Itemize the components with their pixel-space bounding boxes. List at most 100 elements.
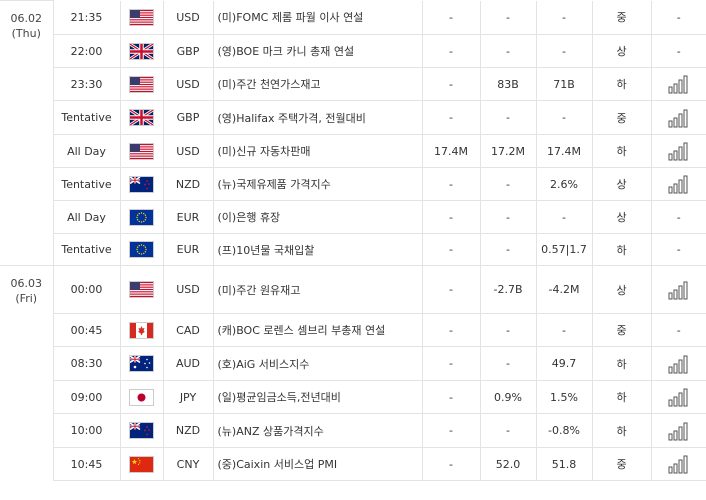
table-row[interactable]: All Day EUR (이)은행 휴장 - - - 상 - bbox=[0, 200, 706, 234]
table-row[interactable]: 10:45 CNY (중)Caixin 서비스업 PMI - 52.0 51.8… bbox=[0, 447, 706, 481]
time-cell: 08:30 bbox=[53, 346, 121, 381]
table-row[interactable]: Tentative GBP (영)Halifax 주택가격, 전월대비 - - … bbox=[0, 100, 706, 135]
time-cell: Tentative bbox=[53, 233, 121, 266]
event-link[interactable]: (이)은행 휴장 bbox=[213, 200, 423, 234]
us-flag-icon bbox=[130, 9, 153, 25]
event-link[interactable]: (호)AiG 서비스지수 bbox=[213, 346, 423, 381]
importance-cell: 상 bbox=[592, 167, 652, 201]
table-row[interactable]: 06.02 (Thu) 21:35 USD (미)FOMC 제롬 파월 이사 연설… bbox=[0, 0, 706, 266]
forecast-cell: - bbox=[480, 413, 537, 448]
currency-cell: NZD bbox=[163, 413, 214, 448]
bar-chart-icon[interactable] bbox=[668, 174, 690, 194]
table-row[interactable]: 22:00 GBP (영)BOE 마크 카니 총재 연설 - - - 상 - bbox=[0, 34, 706, 68]
table-row[interactable]: 06.03 (Fri) 00:00 USD (미)주간 원유재고 - -2.7B … bbox=[0, 265, 706, 481]
event-link[interactable]: (뉴)국제유제품 가격지수 bbox=[213, 167, 423, 201]
event-link[interactable]: (영)Halifax 주택가격, 전월대비 bbox=[213, 100, 423, 135]
previous-cell: 51.8 bbox=[536, 447, 593, 481]
event-link[interactable]: (미)신규 자동차판매 bbox=[213, 134, 423, 168]
date: 06.02 bbox=[10, 12, 43, 25]
time-cell: Tentative bbox=[53, 100, 121, 135]
actual-cell: - bbox=[422, 380, 481, 414]
currency-cell: CAD bbox=[163, 313, 214, 347]
forecast-cell: 17.2M bbox=[480, 134, 537, 168]
table-row[interactable]: All Day USD (미)신규 자동차판매 17.4M 17.2M 17.4… bbox=[0, 134, 706, 168]
chart-cell: - bbox=[651, 233, 706, 266]
time-cell: 23:30 bbox=[53, 67, 121, 101]
us-flag-icon bbox=[130, 282, 153, 297]
event-link[interactable]: (미)주간 원유재고 bbox=[213, 265, 423, 314]
forecast-cell: - bbox=[480, 200, 537, 234]
currency-cell: USD bbox=[163, 67, 214, 101]
actual-cell: - bbox=[422, 34, 481, 68]
actual-cell: - bbox=[422, 167, 481, 201]
forecast-cell: - bbox=[480, 100, 537, 135]
bar-chart-icon[interactable] bbox=[668, 108, 690, 128]
importance-cell: 하 bbox=[592, 413, 652, 448]
event-link[interactable]: (영)BOE 마크 카니 총재 연설 bbox=[213, 34, 423, 68]
cn-flag-icon bbox=[130, 456, 153, 472]
jp-flag-icon bbox=[130, 389, 153, 405]
time-cell: 10:45 bbox=[53, 447, 121, 481]
table-row[interactable]: Tentative NZD (뉴)국제유제품 가격지수 - - 2.6% 상 bbox=[0, 167, 706, 201]
bar-chart-icon[interactable] bbox=[668, 141, 690, 161]
currency-cell: JPY bbox=[163, 380, 214, 414]
importance-cell: 중 bbox=[592, 313, 652, 347]
table-row[interactable]: 10:00 NZD (뉴)ANZ 상품가격지수 - - -0.8% 하 bbox=[0, 413, 706, 448]
table-row[interactable]: 08:30 AUD (호)AiG 서비스지수 - - 49.7 하 bbox=[0, 346, 706, 381]
date-cell: 06.03 (Fri) bbox=[0, 265, 54, 481]
currency-cell: NZD bbox=[163, 167, 214, 201]
currency-cell: EUR bbox=[163, 233, 214, 266]
importance-cell: 하 bbox=[592, 67, 652, 101]
nz-flag-icon bbox=[130, 423, 153, 438]
event-link[interactable]: (캐)BOC 로렌스 셈브리 부총재 연설 bbox=[213, 313, 423, 347]
previous-cell: 2.6% bbox=[536, 167, 593, 201]
time-cell: All Day bbox=[53, 134, 121, 168]
currency-cell: EUR bbox=[163, 200, 214, 234]
time-cell: Tentative bbox=[53, 167, 121, 201]
us-flag-icon bbox=[130, 143, 153, 159]
previous-cell: - bbox=[536, 34, 593, 68]
bar-chart-icon[interactable] bbox=[668, 74, 690, 94]
actual-cell: 17.4M bbox=[422, 134, 481, 168]
previous-cell: - bbox=[536, 313, 593, 347]
importance-cell: 중 bbox=[592, 0, 652, 35]
bar-chart-icon[interactable] bbox=[668, 280, 690, 300]
event-link[interactable]: (미)주간 천연가스재고 bbox=[213, 67, 423, 101]
date: 06.03 bbox=[10, 277, 43, 290]
table-row[interactable]: 00:45 CAD (캐)BOC 로렌스 셈브리 부총재 연설 - - - 중 … bbox=[0, 313, 706, 347]
event-link[interactable]: (미)FOMC 제롬 파월 이사 연설 bbox=[213, 0, 423, 35]
previous-cell: 17.4M bbox=[536, 134, 593, 168]
importance-cell: 하 bbox=[592, 233, 652, 266]
event-link[interactable]: (뉴)ANZ 상품가격지수 bbox=[213, 413, 423, 448]
chart-cell: - bbox=[651, 313, 706, 347]
bar-chart-icon[interactable] bbox=[668, 454, 690, 474]
event-link[interactable]: (중)Caixin 서비스업 PMI bbox=[213, 447, 423, 481]
time-cell: 10:00 bbox=[53, 413, 121, 448]
economic-calendar-table: 06.02 (Thu) 21:35 USD (미)FOMC 제롬 파월 이사 연설… bbox=[0, 0, 706, 481]
previous-cell: 49.7 bbox=[536, 346, 593, 381]
table-row[interactable]: 23:30 USD (미)주간 천연가스재고 - 83B 71B 하 bbox=[0, 67, 706, 101]
au-flag-icon bbox=[130, 356, 153, 371]
importance-cell: 상 bbox=[592, 200, 652, 234]
currency-cell: GBP bbox=[163, 34, 214, 68]
bar-chart-icon[interactable] bbox=[668, 387, 690, 407]
eu-flag-icon bbox=[130, 242, 153, 257]
time-cell: 09:00 bbox=[53, 380, 121, 414]
previous-cell: -4.2M bbox=[536, 265, 593, 314]
actual-cell: - bbox=[422, 413, 481, 448]
eu-flag-icon bbox=[130, 209, 153, 225]
currency-cell: USD bbox=[163, 0, 214, 35]
time-cell: 22:00 bbox=[53, 34, 121, 68]
currency-cell: USD bbox=[163, 134, 214, 168]
event-link[interactable]: (일)평균임금소득,전년대비 bbox=[213, 380, 423, 414]
bar-chart-icon[interactable] bbox=[668, 421, 690, 441]
event-link[interactable]: (프)10년물 국채입찰 bbox=[213, 233, 423, 266]
table-row[interactable]: 09:00 JPY (일)평균임금소득,전년대비 - 0.9% 1.5% 하 bbox=[0, 380, 706, 414]
nz-flag-icon bbox=[130, 176, 153, 192]
chart-cell: - bbox=[651, 200, 706, 234]
importance-cell: 중 bbox=[592, 100, 652, 135]
bar-chart-icon[interactable] bbox=[668, 354, 690, 374]
previous-cell: - bbox=[536, 100, 593, 135]
forecast-cell: - bbox=[480, 167, 537, 201]
table-row[interactable]: Tentative EUR (프)10년물 국채입찰 - - 0.57|1.7 … bbox=[0, 233, 706, 266]
